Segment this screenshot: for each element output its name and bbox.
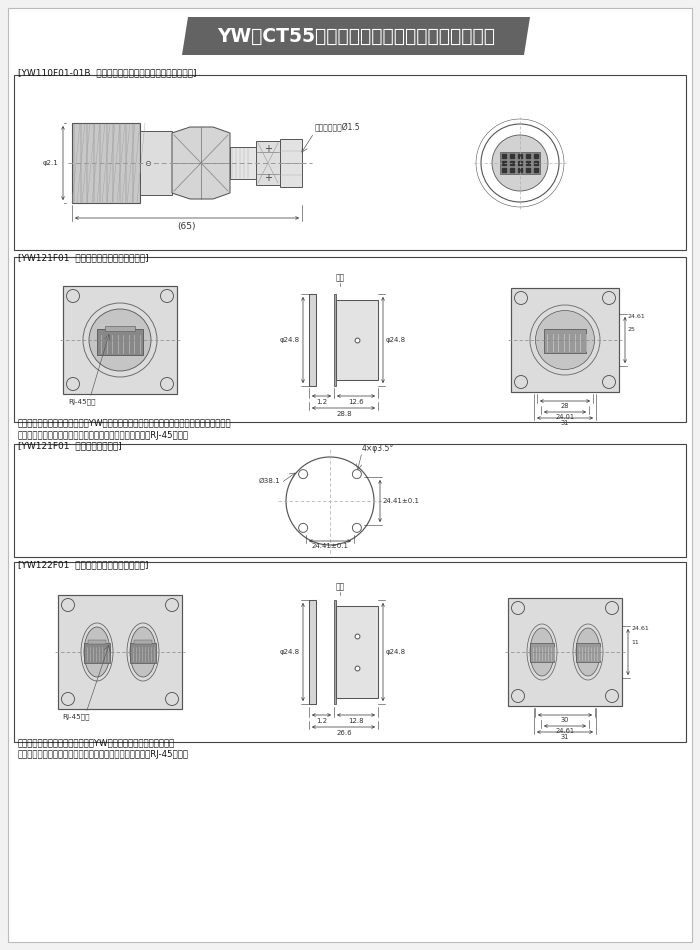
Bar [309,294,316,386]
Text: 适配电缆直径Ø1.5: 适配电缆直径Ø1.5 [315,122,360,131]
Text: RJ-45零件: RJ-45零件 [62,713,90,719]
Text: φ2.1: φ2.1 [42,160,58,166]
Bar [544,329,586,353]
Text: Ø38.1: Ø38.1 [258,478,280,484]
Bar [256,141,280,185]
Text: [YW122F01  双卡口连接方盘安装转接插座]: [YW122F01 双卡口连接方盘安装转接插座] [18,560,148,569]
Bar [140,131,172,195]
Text: 1.2: 1.2 [316,718,328,724]
Circle shape [492,135,548,191]
Bar [63,286,177,394]
Text: [YW121F01  单卡口连接方盘安装转接插座]: [YW121F01 单卡口连接方盘安装转接插座] [18,253,148,262]
Bar [530,643,554,662]
Text: 警告：该插座严禁与未压线的水晶头对插，以防损坏插座中RJ-45部件！: 警告：该插座严禁与未压线的水晶头对插，以防损坏插座中RJ-45部件！ [18,431,189,440]
Text: 24.61: 24.61 [628,314,645,319]
Text: 11: 11 [631,640,638,645]
Bar [14,444,686,557]
Text: 24.41±0.1: 24.41±0.1 [383,498,420,504]
Text: 31: 31 [561,420,569,426]
Text: 12.8: 12.8 [348,718,364,724]
Bar [576,643,600,662]
Bar [97,329,143,355]
Text: +: + [264,144,272,154]
Bar [84,643,110,663]
Bar [309,600,316,704]
Text: [YW110F01-01B  直式插头（带密封电缆入口气密封接口）]: [YW110F01-01B 直式插头（带密封电缆入口气密封接口）] [18,68,197,77]
Bar [105,326,135,331]
Text: 26.6: 26.6 [336,730,352,736]
Text: 25: 25 [628,327,636,332]
Text: RJ-45零件: RJ-45零件 [68,398,95,405]
Text: 警告：该插座严禁与未压线的水晶头对插，以防损坏插座中RJ-45部件！: 警告：该插座严禁与未压线的水晶头对插，以防损坏插座中RJ-45部件！ [18,750,189,759]
Bar [14,562,686,742]
Ellipse shape [576,628,600,676]
Bar [508,598,622,706]
Text: φ24.8: φ24.8 [386,337,406,343]
Bar [230,147,256,179]
Text: 30: 30 [561,717,569,723]
Bar [72,123,140,203]
Text: 1.2: 1.2 [316,399,328,405]
Text: +: + [264,173,272,183]
Text: 胶垫: 胶垫 [335,582,344,591]
Text: 说明：该插座右端（图示）连接YW系列插头或水晶头线缆组件，左端连接水晶头线缆组件。: 说明：该插座右端（图示）连接YW系列插头或水晶头线缆组件，左端连接水晶头线缆组件… [18,418,232,427]
Ellipse shape [536,311,594,370]
Bar [511,288,619,392]
Bar [336,606,378,698]
Text: 24.41±0.1: 24.41±0.1 [312,543,349,549]
Text: 24.01: 24.01 [556,414,575,420]
Bar [14,257,686,422]
Text: 28.8: 28.8 [336,411,352,417]
Ellipse shape [130,627,156,677]
Text: 4×φ3.5°: 4×φ3.5° [362,444,394,453]
Ellipse shape [89,309,151,371]
Text: 胶垫: 胶垫 [335,273,344,282]
Polygon shape [172,127,230,199]
Polygon shape [182,17,530,55]
Bar [130,643,156,663]
Bar [280,139,302,187]
Bar [334,294,336,386]
Ellipse shape [530,628,554,676]
Text: φ24.8: φ24.8 [280,649,300,655]
Bar [58,595,182,709]
Text: (65): (65) [178,222,196,231]
Text: 说明：该插座两端可以各连接一个YW系列插头或水晶头线缆组件。: 说明：该插座两端可以各连接一个YW系列插头或水晶头线缆组件。 [18,738,175,747]
Text: 12.6: 12.6 [348,399,364,405]
Bar [134,640,152,644]
Bar [334,600,336,704]
Bar [500,152,540,174]
Text: 24.61: 24.61 [556,728,575,734]
Bar [88,640,106,644]
Text: 24.61: 24.61 [631,626,649,631]
Bar [14,75,686,250]
Text: 31: 31 [561,734,569,740]
Text: φ24.8: φ24.8 [280,337,300,343]
Text: YW（CT55）系列耐环境高速网络圆形电连接器: YW（CT55）系列耐环境高速网络圆形电连接器 [217,27,495,46]
Text: 28: 28 [561,403,569,409]
Ellipse shape [84,627,110,677]
Text: [YW121F01  推荐面板开孔尺寸]: [YW121F01 推荐面板开孔尺寸] [18,441,122,450]
Bar [336,300,378,380]
Text: φ24.8: φ24.8 [386,649,406,655]
